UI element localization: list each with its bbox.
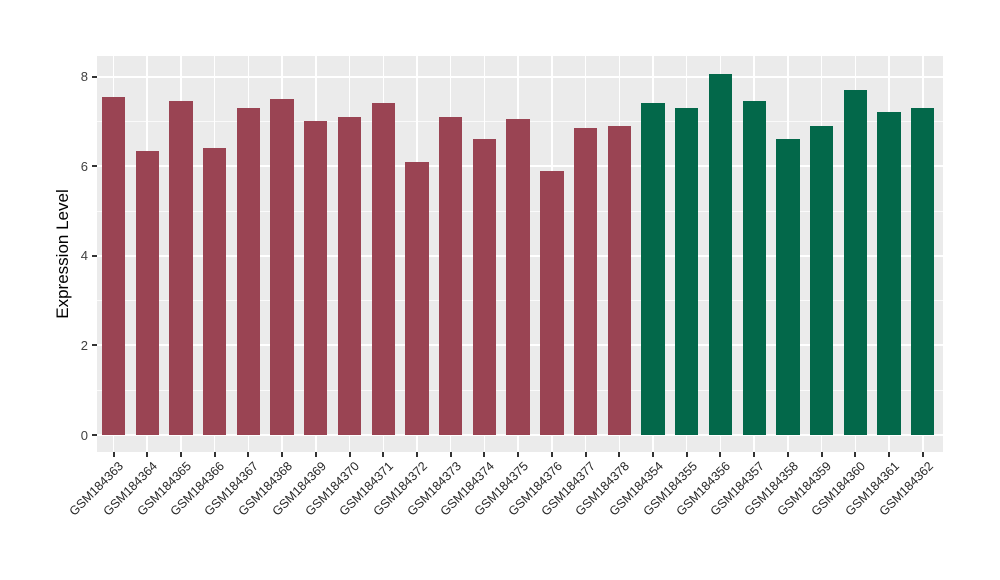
x-tick-mark	[483, 452, 486, 457]
y-tick-label: 2	[80, 337, 88, 353]
bar-GSM184369	[304, 121, 328, 435]
y-tick-label: 0	[80, 427, 88, 443]
bar-GSM184375	[506, 119, 530, 435]
x-tick-mark	[618, 452, 621, 457]
y-tick-mark	[92, 75, 97, 78]
x-tick-mark	[820, 452, 823, 457]
x-tick-mark	[112, 452, 115, 457]
y-tick-label: 4	[80, 248, 88, 264]
bar-GSM184357	[742, 101, 766, 435]
x-tick-mark	[888, 452, 891, 457]
bar-GSM184360	[843, 90, 867, 435]
bar-GSM184363	[101, 96, 126, 435]
bar-GSM184372	[405, 161, 429, 435]
x-tick-mark	[921, 452, 924, 457]
y-tick-mark	[92, 254, 97, 257]
x-tick-mark	[146, 452, 149, 457]
bar-GSM184355	[675, 107, 699, 435]
x-tick-mark	[719, 452, 722, 457]
x-tick-mark	[348, 452, 351, 457]
x-tick-mark	[281, 452, 284, 457]
y-tick-mark	[92, 344, 97, 347]
x-tick-mark	[786, 452, 789, 457]
y-tick-mark	[92, 434, 97, 436]
x-tick-mark	[415, 452, 418, 457]
bar-GSM184373	[439, 116, 463, 435]
bar-GSM184359	[809, 125, 834, 435]
bar-GSM184354	[641, 103, 665, 435]
x-tick-mark	[382, 452, 385, 457]
x-tick-mark	[449, 452, 452, 457]
y-tick-label: 6	[80, 158, 88, 174]
bar-GSM184367	[236, 107, 261, 435]
x-tick-mark	[652, 452, 655, 457]
bar-GSM184362	[911, 107, 935, 435]
bar-GSM184366	[203, 148, 227, 435]
gridline-major-horizontal	[97, 434, 943, 436]
x-tick-mark	[753, 452, 756, 457]
bar-GSM184371	[371, 103, 395, 435]
x-tick-mark	[247, 452, 250, 457]
bar-GSM184365	[169, 101, 193, 435]
bar-GSM184368	[270, 99, 294, 435]
bar-GSM184364	[135, 150, 159, 435]
bar-GSM184377	[573, 128, 598, 435]
x-tick-mark	[314, 452, 317, 457]
bar-GSM184370	[337, 116, 362, 435]
x-tick-mark	[854, 452, 857, 457]
bar-GSM184374	[472, 139, 497, 435]
x-tick-mark	[685, 452, 688, 457]
bar-GSM184356	[708, 74, 733, 435]
bar-GSM184358	[776, 139, 800, 435]
x-tick-mark	[213, 452, 216, 457]
y-tick-mark	[92, 165, 97, 168]
bar-GSM184376	[540, 170, 564, 435]
y-tick-label: 8	[80, 69, 88, 85]
x-tick-mark	[517, 452, 520, 457]
bar-GSM184361	[877, 112, 901, 435]
bar-GSM184378	[607, 125, 631, 435]
gridline-major-horizontal	[97, 75, 943, 78]
x-tick-mark	[584, 452, 587, 457]
x-tick-mark	[550, 452, 553, 457]
x-tick-mark	[179, 452, 182, 457]
plot-panel	[97, 56, 943, 452]
